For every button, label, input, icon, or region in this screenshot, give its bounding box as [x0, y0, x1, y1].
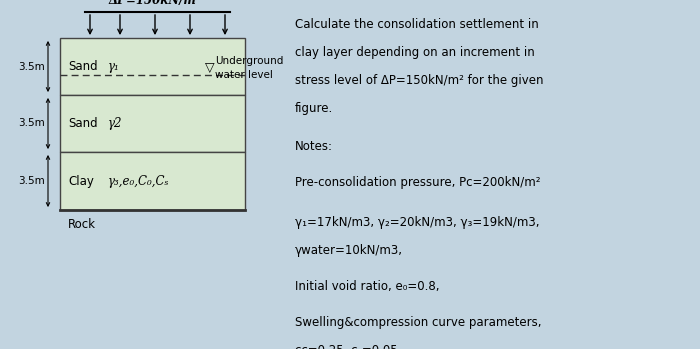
Bar — [60, 38, 245, 95]
Text: Sand: Sand — [68, 60, 97, 73]
Text: water level: water level — [215, 70, 273, 80]
Text: γ₁: γ₁ — [108, 60, 120, 73]
Text: clay layer depending on an increment in: clay layer depending on an increment in — [295, 46, 535, 59]
Text: Notes:: Notes: — [295, 140, 333, 153]
Text: γ₃,e₀,C₀,Cₛ: γ₃,e₀,C₀,Cₛ — [108, 174, 169, 187]
Text: γwater=10kN/m3,: γwater=10kN/m3, — [295, 244, 403, 257]
Text: stress level of ΔP=150kN/m² for the given: stress level of ΔP=150kN/m² for the give… — [295, 74, 543, 87]
Bar — [60, 95, 245, 152]
Text: cᴄ=0.25, cₛ=0.05: cᴄ=0.25, cₛ=0.05 — [295, 344, 398, 349]
Text: Clay: Clay — [68, 174, 94, 187]
Text: ΔP=150kN/m²: ΔP=150kN/m² — [108, 0, 202, 7]
Text: Swelling&compression curve parameters,: Swelling&compression curve parameters, — [295, 316, 542, 329]
Text: 3.5m: 3.5m — [18, 119, 45, 128]
Text: ▽: ▽ — [205, 61, 215, 74]
Text: γ₁=17kN/m3, γ₂=20kN/m3, γ₃=19kN/m3,: γ₁=17kN/m3, γ₂=20kN/m3, γ₃=19kN/m3, — [295, 216, 540, 229]
Text: Rock: Rock — [68, 218, 96, 231]
Text: Pre-consolidation pressure, Pᴄ=200kN/m²: Pre-consolidation pressure, Pᴄ=200kN/m² — [295, 176, 540, 189]
Text: 3.5m: 3.5m — [18, 176, 45, 186]
Text: 3.5m: 3.5m — [18, 61, 45, 72]
Text: Underground: Underground — [215, 56, 284, 66]
Text: figure.: figure. — [295, 102, 333, 115]
Text: γ2: γ2 — [108, 117, 122, 130]
Text: Sand: Sand — [68, 117, 97, 130]
Bar — [60, 152, 245, 210]
Text: Initial void ratio, e₀=0.8,: Initial void ratio, e₀=0.8, — [295, 280, 440, 293]
Text: Calculate the consolidation settlement in: Calculate the consolidation settlement i… — [295, 18, 539, 31]
